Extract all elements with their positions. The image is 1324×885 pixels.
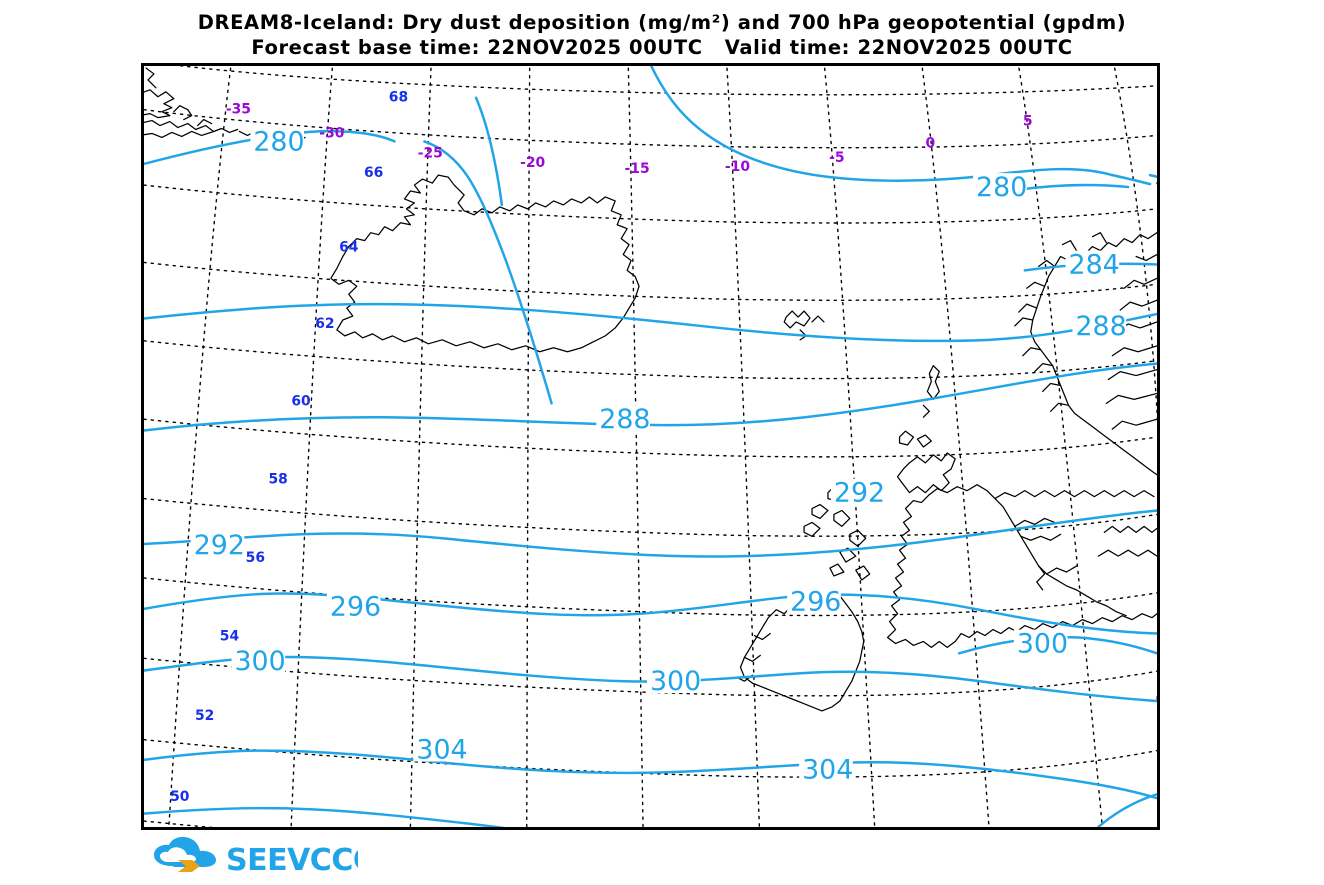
contour-labels: 280 280 284 288 288 292 292 296 296 300 … [190, 126, 1127, 785]
geopotential-contour-308 [144, 793, 1157, 827]
logo-text: SEEVCCC [226, 843, 358, 878]
contour-map-svg: 280 280 284 288 288 292 292 296 296 300 … [144, 66, 1157, 827]
svg-text:-5: -5 [829, 150, 844, 166]
svg-text:280: 280 [976, 172, 1027, 203]
svg-text:-25: -25 [418, 145, 443, 161]
svg-text:-10: -10 [725, 159, 750, 175]
geopotential-contour-304 [144, 749, 1157, 800]
svg-text:288: 288 [1075, 311, 1126, 342]
svg-text:52: 52 [195, 708, 214, 724]
svg-text:296: 296 [790, 587, 841, 618]
svg-text:292: 292 [834, 478, 885, 509]
svg-text:-20: -20 [520, 155, 545, 171]
svg-text:58: 58 [269, 472, 288, 488]
svg-text:54: 54 [220, 628, 240, 644]
svg-text:284: 284 [1069, 249, 1120, 280]
chart-subtitle: Forecast base time: 22NOV2025 00UTC Vali… [251, 36, 1073, 59]
svg-text:304: 304 [802, 754, 853, 785]
svg-text:288: 288 [599, 404, 650, 435]
coastline-shetland-orkney [898, 365, 940, 448]
svg-text:56: 56 [246, 550, 265, 566]
coastline-iceland [330, 174, 640, 353]
svg-text:-35: -35 [226, 102, 251, 118]
cloud-icon [154, 836, 216, 867]
logo-svg: SEEVCCC [154, 836, 358, 878]
geopotential-contour-296 [144, 592, 1157, 635]
svg-text:300: 300 [1017, 628, 1068, 659]
latitude-labels: 68 66 64 62 60 58 56 54 52 50 [170, 90, 408, 805]
geopotential-contours [144, 66, 1157, 405]
svg-text:-15: -15 [625, 161, 650, 177]
svg-text:280: 280 [253, 126, 304, 157]
svg-text:304: 304 [416, 735, 467, 766]
seevccc-logo: SEEVCCC [148, 836, 358, 880]
svg-text:62: 62 [315, 316, 334, 332]
svg-text:60: 60 [291, 393, 310, 409]
svg-text:300: 300 [234, 646, 285, 677]
svg-text:50: 50 [170, 789, 189, 805]
chart-title-block: DREAM8-Iceland: Dry dust deposition (mg/… [0, 10, 1324, 60]
svg-text:68: 68 [389, 90, 408, 106]
coastline-great-britain [803, 452, 1157, 649]
arrow-right-icon [178, 860, 200, 872]
svg-text:300: 300 [650, 666, 701, 697]
geopotential-contour-288 [144, 362, 1157, 432]
coastline-continental-europe [1097, 525, 1157, 557]
svg-text:-30: -30 [319, 125, 344, 141]
svg-text:0: 0 [926, 135, 936, 151]
svg-text:5: 5 [1023, 114, 1033, 130]
geopotential-contour-284 [144, 262, 1157, 343]
svg-text:292: 292 [194, 530, 245, 561]
longitude-labels: -35 -30 -25 -20 -15 -10 -5 0 5 [226, 102, 1033, 178]
svg-text:66: 66 [364, 165, 383, 181]
page-title: DREAM8-Iceland: Dry dust deposition (mg/… [197, 11, 1127, 34]
geopotential-contour-292 [144, 509, 1157, 558]
svg-text:64: 64 [339, 240, 359, 256]
svg-text:296: 296 [330, 592, 381, 623]
map-panel: 280 280 284 288 288 292 292 296 296 300 … [141, 63, 1160, 830]
